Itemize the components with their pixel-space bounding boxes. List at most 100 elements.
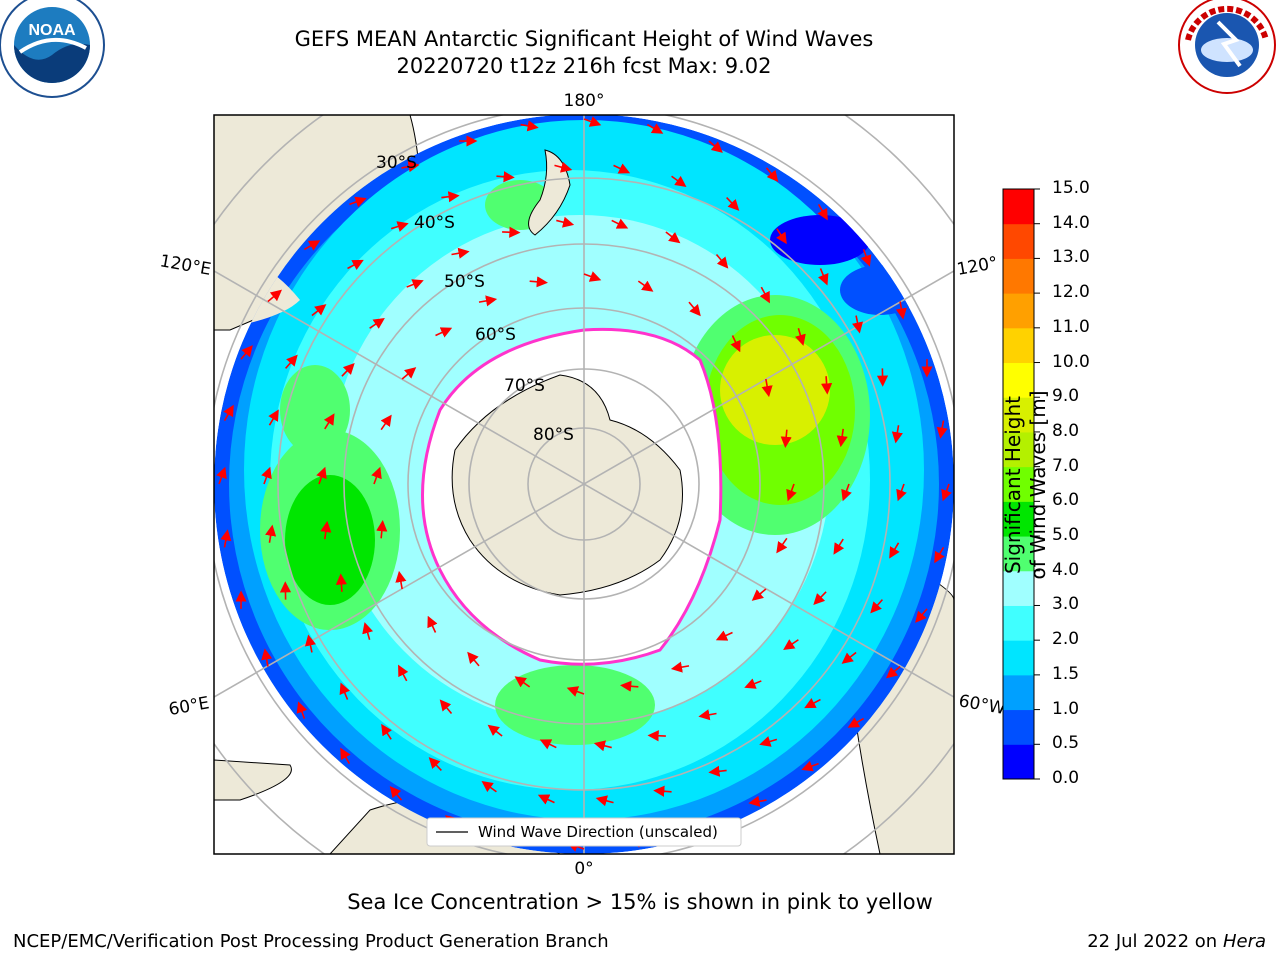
wave-direction-arrow [428,757,442,772]
wave-direction-arrow [595,795,614,807]
colorbar-segment [1003,223,1034,259]
noaa-logo: NOAA [0,0,105,98]
colorbar-tick-label: 5.0 [1052,525,1080,546]
lon-label-180: 180° [564,91,605,111]
wave-direction-arrow [891,425,903,444]
wave-direction-arrow [268,409,279,426]
wave-direction-arrow [889,542,900,559]
wave-direction-arrow [583,271,602,282]
wave-direction-arrow [520,120,539,132]
footer-credit: NCEP/EMC/Verification Post Processing Pr… [13,931,609,952]
wave-direction-arrow [341,362,355,377]
wave-direction-arrow [435,327,453,338]
wave-direction-arrow [216,466,227,485]
wave-direction-arrow [267,289,283,303]
wave-direction-arrow [895,301,907,320]
wave-direction-arrow [934,546,945,564]
lat-label-50s: 50°S [444,272,485,292]
wave-direction-arrow [801,760,819,772]
svg-text:NOAA: NOAA [28,22,76,39]
wave-direction-arrow [285,354,298,369]
chart-title: GEFS MEAN Antarctic Significant Height o… [294,27,874,51]
colorbar-tick-label: 14.0 [1052,212,1090,233]
wave-direction-arrow [751,588,767,601]
wave-direction-arrow [487,724,503,737]
wave-direction-arrow [316,466,327,485]
wave-direction-arrow [665,231,681,244]
colorbar-segment [1003,674,1034,711]
wave-direction-arrow [688,301,701,317]
colorbar-segment [1003,258,1034,294]
wave-direction-arrow [556,216,575,228]
wave-direction-arrow [335,573,348,592]
wave-direction-arrow [323,413,335,430]
colorbar-segment [1003,570,1034,606]
map-frame [213,114,955,855]
wave-direction-arrow [320,520,332,540]
wave-direction-arrow [726,196,740,211]
wave-direction-arrow [613,163,631,174]
colorbar-tick-label: 13.0 [1052,247,1090,268]
wave-direction-arrow [611,218,629,229]
wave-direction-arrow [783,639,799,651]
wave-direction-arrow [836,428,848,448]
wave-direction-arrow [730,335,741,353]
chart-subtitle: 20220720 t12z 216h fcst Max: 9.02 [396,54,772,78]
wave-direction-arrow [376,520,388,539]
colorbar-segment [1003,744,1034,780]
colorbar-tick-label: 4.0 [1052,559,1080,580]
colorbar-segment [1003,709,1034,745]
wave-direction-arrow [401,367,417,380]
wave-direction-arrow [646,123,664,134]
wave-direction-arrow [296,701,308,719]
colorbar-segment [1003,362,1034,398]
wave-direction-arrow [847,717,865,728]
wave-direction-arrow [554,161,573,173]
wave-direction-arrow [786,483,797,502]
wave-direction-arrow [349,196,367,208]
wave-direction-arrow [261,466,272,485]
wave-direction-arrow [804,697,821,709]
wave-direction-arrow [539,739,557,750]
wave-direction-arrow [529,276,548,288]
wave-direction-arrow [537,794,555,805]
wave-direction-arrow [870,599,883,614]
footer-date-text: 22 Jul 2022 on [1087,931,1218,952]
colorbar-segment [1003,640,1034,676]
wave-direction-arrow [369,317,385,329]
colorbar-segment [1003,501,1034,537]
wave-direction-arrow [389,785,403,801]
lon-label-60e-text: 60°E [167,693,211,720]
wave-direction-arrow [339,682,350,700]
lon-label-120w: 120° [955,253,999,280]
colorbar-tick-label: 15.0 [1052,178,1090,198]
wave-direction-arrow [670,661,690,673]
lat-label-70s: 70°S [504,376,545,396]
footer-machine: Hera [1222,931,1266,952]
wave-direction-arrow [220,529,232,548]
wave-direction-arrow [896,483,907,502]
lon-label-0: 0° [574,859,593,879]
wave-direction-arrow [401,161,420,173]
wave-direction-arrow [936,420,948,439]
colorbar-tick-label: 0.5 [1052,733,1080,754]
wave-direction-arrow [671,175,687,188]
lon-label-60w: 60°W [957,691,1007,719]
wave-direction-arrow [885,665,901,679]
wave-direction-arrow [427,615,438,633]
wave-direction-arrow [481,780,497,793]
colorbar-frame [1002,188,1035,780]
wave-direction-arrow [381,723,392,740]
colorbar-tick-label: 12.0 [1052,282,1090,303]
wave-direction-arrow [820,376,833,395]
wave-direction-arrow [566,686,585,697]
wave-direction-arrow [715,630,733,641]
colorbar-tick-label: 1.0 [1052,698,1080,719]
lat-label-40s: 40°S [414,213,455,233]
wave-direction-arrow [748,795,767,807]
wave-direction-arrow [715,253,729,269]
wave-direction-arrow [698,709,717,721]
colorbar-segment [1003,189,1034,225]
wave-direction-arrow [817,203,828,221]
wave-direction-arrow [776,228,787,245]
